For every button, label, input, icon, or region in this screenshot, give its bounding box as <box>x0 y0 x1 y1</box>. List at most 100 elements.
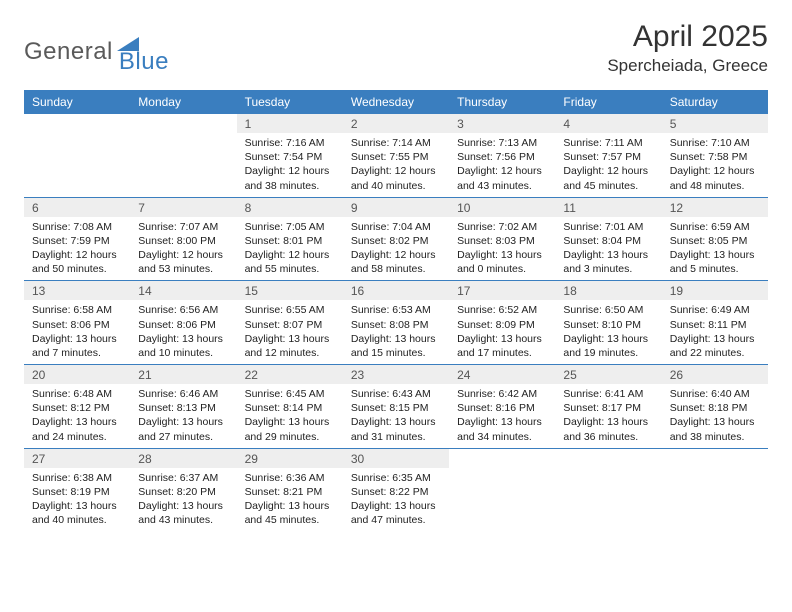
day-info: Sunrise: 6:56 AMSunset: 8:06 PMDaylight:… <box>130 300 236 364</box>
calendar-day-cell: 22Sunrise: 6:45 AMSunset: 8:14 PMDayligh… <box>237 365 343 449</box>
logo-text-blue: Blue <box>119 48 169 76</box>
calendar-day-cell: 11Sunrise: 7:01 AMSunset: 8:04 PMDayligh… <box>555 197 661 281</box>
day-number: 6 <box>24 198 130 217</box>
calendar-day-cell: 10Sunrise: 7:02 AMSunset: 8:03 PMDayligh… <box>449 197 555 281</box>
day-info: Sunrise: 7:11 AMSunset: 7:57 PMDaylight:… <box>555 133 661 197</box>
calendar-day-cell: 14Sunrise: 6:56 AMSunset: 8:06 PMDayligh… <box>130 281 236 365</box>
day-number: 28 <box>130 449 236 468</box>
day-info: Sunrise: 7:10 AMSunset: 7:58 PMDaylight:… <box>662 133 768 197</box>
calendar-day-cell: 7Sunrise: 7:07 AMSunset: 8:00 PMDaylight… <box>130 197 236 281</box>
calendar-day-cell: 17Sunrise: 6:52 AMSunset: 8:09 PMDayligh… <box>449 281 555 365</box>
logo: General Blue <box>24 28 169 76</box>
day-number: 11 <box>555 198 661 217</box>
calendar-day-cell: 20Sunrise: 6:48 AMSunset: 8:12 PMDayligh… <box>24 365 130 449</box>
day-info: Sunrise: 6:52 AMSunset: 8:09 PMDaylight:… <box>449 300 555 364</box>
day-number: 15 <box>237 281 343 300</box>
weekday-header: Monday <box>130 90 236 114</box>
logo-text-general: General <box>24 38 113 66</box>
day-info: Sunrise: 6:38 AMSunset: 8:19 PMDaylight:… <box>24 468 130 532</box>
calendar-day-cell: 15Sunrise: 6:55 AMSunset: 8:07 PMDayligh… <box>237 281 343 365</box>
day-number: 9 <box>343 198 449 217</box>
day-info: Sunrise: 7:14 AMSunset: 7:55 PMDaylight:… <box>343 133 449 197</box>
day-number: 21 <box>130 365 236 384</box>
day-info: Sunrise: 6:49 AMSunset: 8:11 PMDaylight:… <box>662 300 768 364</box>
header-row: General Blue April 2025 Spercheiada, Gre… <box>24 20 768 76</box>
calendar-week-row: 1Sunrise: 7:16 AMSunset: 7:54 PMDaylight… <box>24 114 768 197</box>
calendar-table: Sunday Monday Tuesday Wednesday Thursday… <box>24 90 768 531</box>
calendar-day-cell <box>449 448 555 531</box>
day-number: 4 <box>555 114 661 133</box>
calendar-day-cell: 27Sunrise: 6:38 AMSunset: 8:19 PMDayligh… <box>24 448 130 531</box>
calendar-day-cell: 1Sunrise: 7:16 AMSunset: 7:54 PMDaylight… <box>237 114 343 197</box>
day-number: 24 <box>449 365 555 384</box>
calendar-day-cell: 13Sunrise: 6:58 AMSunset: 8:06 PMDayligh… <box>24 281 130 365</box>
day-number: 22 <box>237 365 343 384</box>
day-info: Sunrise: 7:05 AMSunset: 8:01 PMDaylight:… <box>237 217 343 281</box>
day-info: Sunrise: 6:59 AMSunset: 8:05 PMDaylight:… <box>662 217 768 281</box>
day-info: Sunrise: 6:43 AMSunset: 8:15 PMDaylight:… <box>343 384 449 448</box>
day-number: 26 <box>662 365 768 384</box>
day-number: 10 <box>449 198 555 217</box>
calendar-day-cell: 19Sunrise: 6:49 AMSunset: 8:11 PMDayligh… <box>662 281 768 365</box>
weekday-header: Tuesday <box>237 90 343 114</box>
day-info: Sunrise: 6:42 AMSunset: 8:16 PMDaylight:… <box>449 384 555 448</box>
day-number: 7 <box>130 198 236 217</box>
calendar-day-cell: 30Sunrise: 6:35 AMSunset: 8:22 PMDayligh… <box>343 448 449 531</box>
calendar-day-cell: 25Sunrise: 6:41 AMSunset: 8:17 PMDayligh… <box>555 365 661 449</box>
day-number: 19 <box>662 281 768 300</box>
calendar-day-cell: 2Sunrise: 7:14 AMSunset: 7:55 PMDaylight… <box>343 114 449 197</box>
day-number: 25 <box>555 365 661 384</box>
weekday-header: Thursday <box>449 90 555 114</box>
day-info: Sunrise: 7:08 AMSunset: 7:59 PMDaylight:… <box>24 217 130 281</box>
calendar-day-cell <box>662 448 768 531</box>
day-number: 13 <box>24 281 130 300</box>
day-number: 8 <box>237 198 343 217</box>
day-info: Sunrise: 6:40 AMSunset: 8:18 PMDaylight:… <box>662 384 768 448</box>
day-number: 23 <box>343 365 449 384</box>
calendar-week-row: 6Sunrise: 7:08 AMSunset: 7:59 PMDaylight… <box>24 197 768 281</box>
day-info: Sunrise: 6:48 AMSunset: 8:12 PMDaylight:… <box>24 384 130 448</box>
location: Spercheiada, Greece <box>607 56 768 76</box>
calendar-page: General Blue April 2025 Spercheiada, Gre… <box>0 0 792 551</box>
day-info: Sunrise: 6:55 AMSunset: 8:07 PMDaylight:… <box>237 300 343 364</box>
weekday-header-row: Sunday Monday Tuesday Wednesday Thursday… <box>24 90 768 114</box>
day-number: 12 <box>662 198 768 217</box>
calendar-day-cell: 24Sunrise: 6:42 AMSunset: 8:16 PMDayligh… <box>449 365 555 449</box>
day-number: 1 <box>237 114 343 133</box>
weekday-header: Wednesday <box>343 90 449 114</box>
calendar-day-cell: 9Sunrise: 7:04 AMSunset: 8:02 PMDaylight… <box>343 197 449 281</box>
day-info: Sunrise: 7:01 AMSunset: 8:04 PMDaylight:… <box>555 217 661 281</box>
day-number: 20 <box>24 365 130 384</box>
calendar-day-cell <box>555 448 661 531</box>
weekday-header: Saturday <box>662 90 768 114</box>
day-info: Sunrise: 7:04 AMSunset: 8:02 PMDaylight:… <box>343 217 449 281</box>
day-info: Sunrise: 6:41 AMSunset: 8:17 PMDaylight:… <box>555 384 661 448</box>
calendar-day-cell: 3Sunrise: 7:13 AMSunset: 7:56 PMDaylight… <box>449 114 555 197</box>
weekday-header: Friday <box>555 90 661 114</box>
day-info: Sunrise: 6:58 AMSunset: 8:06 PMDaylight:… <box>24 300 130 364</box>
day-number: 27 <box>24 449 130 468</box>
calendar-day-cell <box>24 114 130 197</box>
day-info: Sunrise: 6:53 AMSunset: 8:08 PMDaylight:… <box>343 300 449 364</box>
day-number: 3 <box>449 114 555 133</box>
day-info: Sunrise: 6:45 AMSunset: 8:14 PMDaylight:… <box>237 384 343 448</box>
calendar-week-row: 13Sunrise: 6:58 AMSunset: 8:06 PMDayligh… <box>24 281 768 365</box>
day-number: 16 <box>343 281 449 300</box>
calendar-day-cell <box>130 114 236 197</box>
title-block: April 2025 Spercheiada, Greece <box>607 20 768 76</box>
day-info: Sunrise: 6:46 AMSunset: 8:13 PMDaylight:… <box>130 384 236 448</box>
day-info: Sunrise: 6:50 AMSunset: 8:10 PMDaylight:… <box>555 300 661 364</box>
calendar-day-cell: 6Sunrise: 7:08 AMSunset: 7:59 PMDaylight… <box>24 197 130 281</box>
calendar-day-cell: 26Sunrise: 6:40 AMSunset: 8:18 PMDayligh… <box>662 365 768 449</box>
calendar-day-cell: 5Sunrise: 7:10 AMSunset: 7:58 PMDaylight… <box>662 114 768 197</box>
calendar-day-cell: 18Sunrise: 6:50 AMSunset: 8:10 PMDayligh… <box>555 281 661 365</box>
day-info: Sunrise: 7:16 AMSunset: 7:54 PMDaylight:… <box>237 133 343 197</box>
calendar-day-cell: 28Sunrise: 6:37 AMSunset: 8:20 PMDayligh… <box>130 448 236 531</box>
day-number: 17 <box>449 281 555 300</box>
calendar-day-cell: 21Sunrise: 6:46 AMSunset: 8:13 PMDayligh… <box>130 365 236 449</box>
calendar-day-cell: 4Sunrise: 7:11 AMSunset: 7:57 PMDaylight… <box>555 114 661 197</box>
calendar-day-cell: 12Sunrise: 6:59 AMSunset: 8:05 PMDayligh… <box>662 197 768 281</box>
weekday-header: Sunday <box>24 90 130 114</box>
calendar-day-cell: 8Sunrise: 7:05 AMSunset: 8:01 PMDaylight… <box>237 197 343 281</box>
day-number: 2 <box>343 114 449 133</box>
